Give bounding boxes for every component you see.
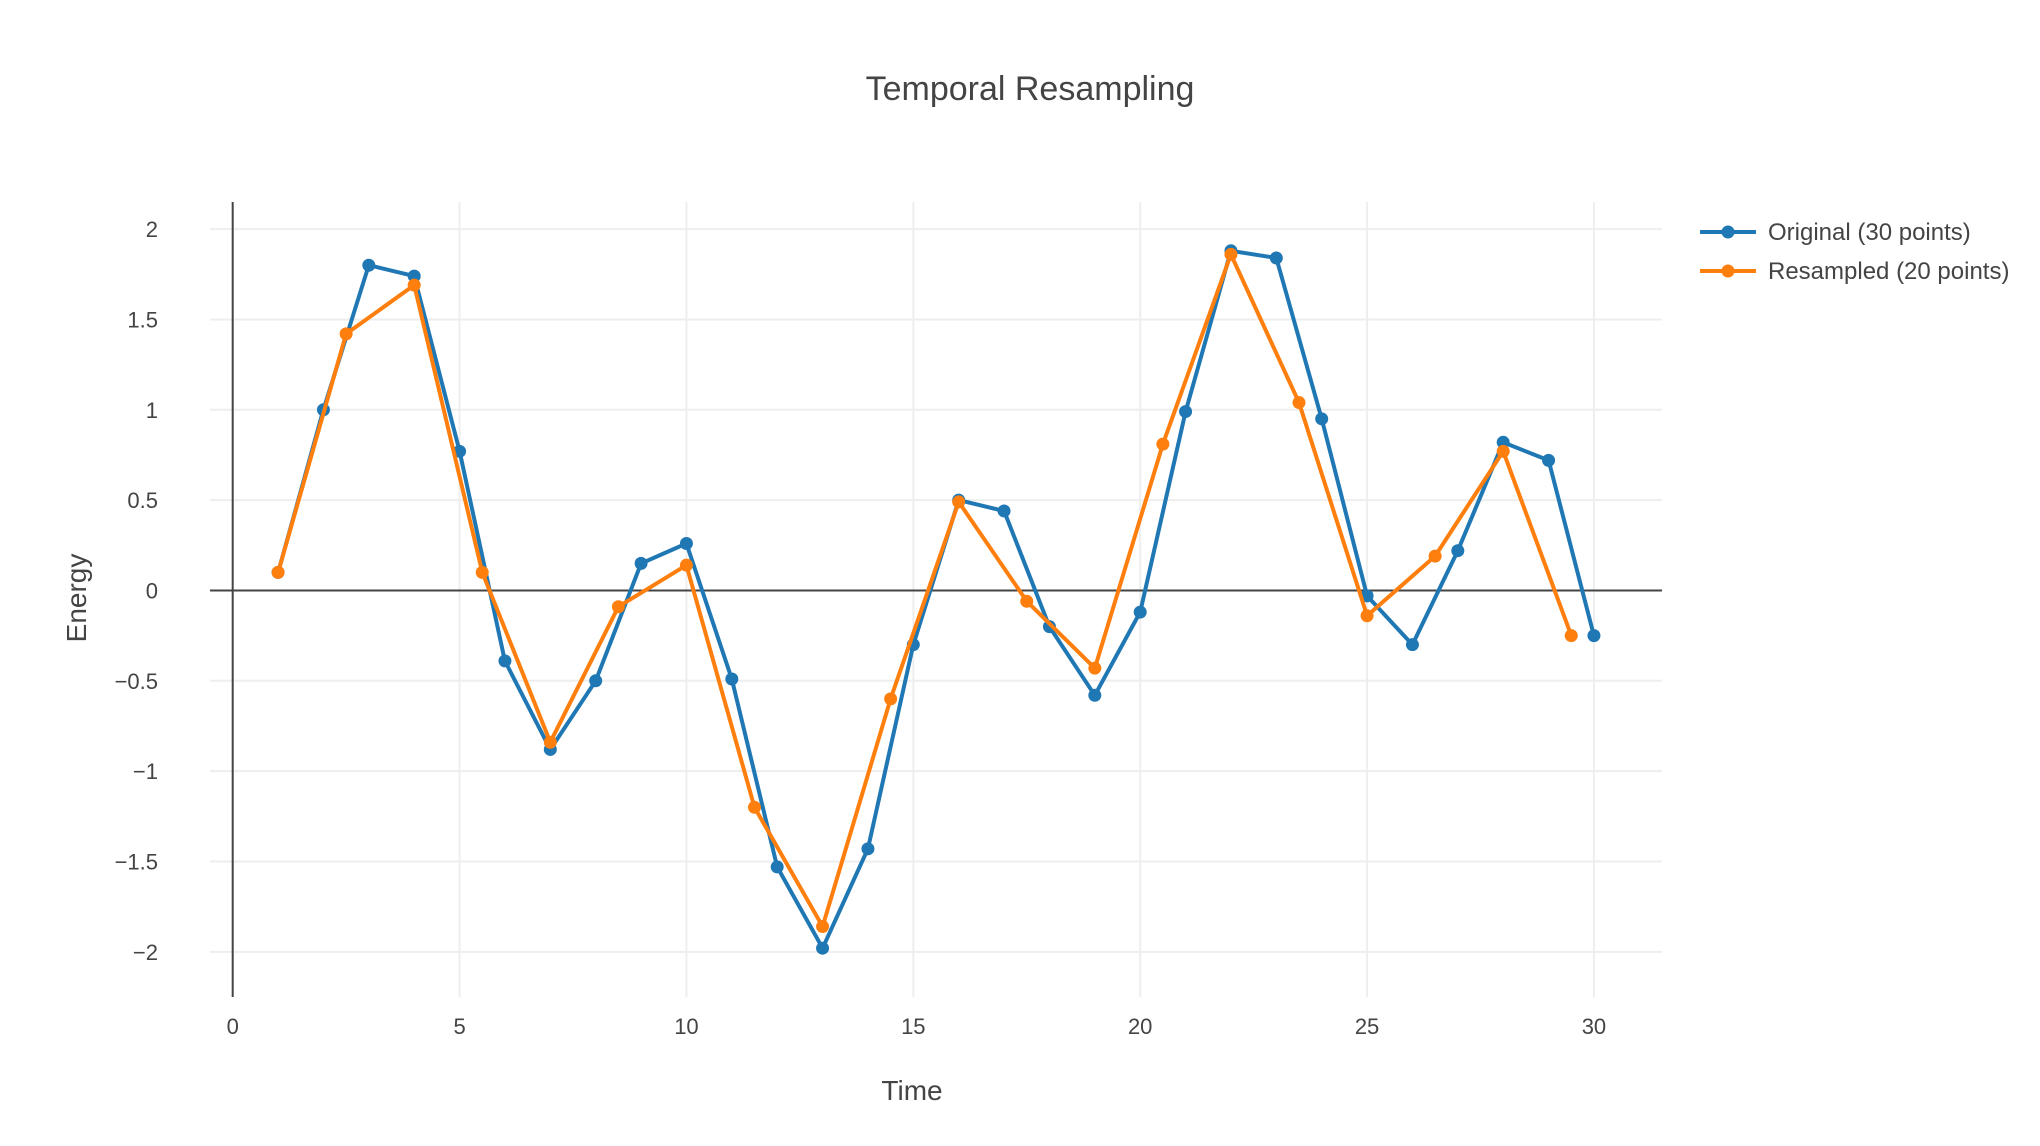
data-point (1360, 609, 1374, 623)
data-point (339, 327, 353, 341)
data-point (498, 654, 512, 668)
tick-labels: 0 5 10 15 20 25 30 −2 −1.5 −1 −0.5 0 0.5 1 1.5 2 (115, 217, 1607, 1039)
data-point (475, 565, 489, 579)
data-point (1224, 247, 1238, 261)
x-tick-label: 20 (1128, 1014, 1152, 1039)
data-point (816, 941, 830, 955)
y-tick-label: 1 (146, 398, 158, 423)
data-point (1315, 412, 1329, 426)
series-line (276, 248, 1596, 951)
data-point (407, 269, 421, 283)
data-point (952, 495, 966, 509)
data-point (748, 800, 761, 814)
data-point (1405, 638, 1419, 652)
legend-label: Resampled (20 points) (1768, 258, 2009, 285)
y-tick-label: −1 (133, 759, 158, 784)
data-point (725, 672, 739, 686)
legend-swatch-marker (1721, 264, 1735, 278)
data-point (407, 278, 421, 292)
data-point (611, 600, 625, 614)
x-axis-title: Time (881, 1075, 942, 1106)
data-point (543, 735, 557, 749)
data-point (1179, 405, 1193, 419)
x-tick-label: 0 (227, 1014, 239, 1039)
data-point (1156, 437, 1170, 451)
y-tick-label: −2 (133, 940, 158, 965)
x-tick-label: 5 (453, 1014, 465, 1039)
data-point (1133, 605, 1147, 619)
data-point (679, 558, 693, 572)
y-tick-label: 1.5 (127, 307, 158, 332)
legend-item[interactable]: Original (30 points) (1700, 219, 1971, 246)
x-tick-label: 10 (674, 1014, 698, 1039)
data-point (271, 565, 285, 579)
data-point (997, 504, 1011, 518)
legend-label: Original (30 points) (1768, 219, 1971, 246)
y-tick-label: −0.5 (115, 669, 158, 694)
series-layer (271, 244, 1601, 955)
data-point (362, 258, 376, 272)
data-point (1088, 661, 1102, 675)
data-point (1542, 453, 1556, 467)
data-point (1496, 435, 1510, 449)
y-tick-label: 2 (146, 217, 158, 242)
data-point (1088, 688, 1102, 702)
data-point (1587, 629, 1601, 643)
series-resampled (271, 247, 1578, 934)
data-point (1020, 594, 1034, 608)
y-tick-label: 0 (146, 578, 158, 603)
x-tick-label: 25 (1355, 1014, 1379, 1039)
data-point (1496, 444, 1510, 458)
legend-item[interactable]: Resampled (20 points) (1700, 258, 2009, 285)
series-original (271, 244, 1601, 955)
data-point (770, 860, 784, 874)
y-tick-label: 0.5 (127, 488, 158, 513)
data-point (884, 692, 898, 706)
grid (210, 202, 1662, 997)
data-point (1428, 549, 1442, 563)
y-axis-title: Energy (61, 554, 92, 643)
legend-swatch-marker (1721, 225, 1735, 239)
data-point (1451, 544, 1465, 558)
data-point (589, 674, 603, 688)
data-point (634, 556, 648, 570)
legend[interactable]: Original (30 points) Resampled (20 points… (1700, 219, 2009, 285)
y-tick-label: −1.5 (115, 849, 158, 874)
data-point (861, 842, 875, 856)
x-tick-label: 30 (1582, 1014, 1606, 1039)
axes (210, 202, 1662, 997)
chart-title: Temporal Resampling (866, 70, 1195, 108)
data-point (679, 536, 693, 550)
series-line (276, 252, 1574, 929)
data-point (1269, 251, 1283, 265)
data-point (1042, 620, 1056, 634)
data-point (1292, 396, 1306, 410)
x-tick-label: 15 (901, 1014, 925, 1039)
data-point (816, 920, 830, 934)
data-point (1564, 629, 1578, 643)
